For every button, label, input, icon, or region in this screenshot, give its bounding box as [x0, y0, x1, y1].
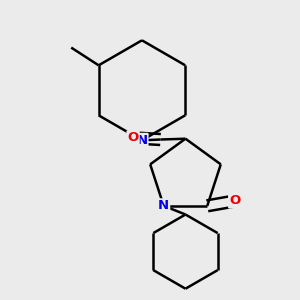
Text: O: O — [229, 194, 240, 208]
Text: N: N — [158, 199, 169, 212]
Text: N: N — [136, 134, 148, 147]
Text: O: O — [128, 131, 139, 144]
